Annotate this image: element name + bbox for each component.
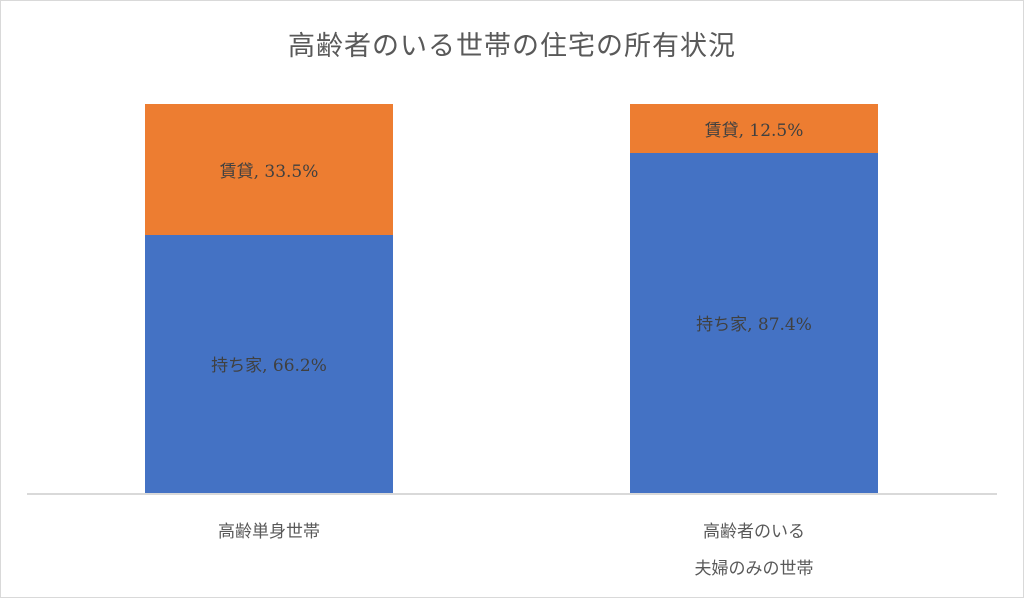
category-label-line: 夫婦のみの世帯 [694,559,814,579]
segment-rented: 賃貸, 12.5% [630,104,878,153]
data-label-rented: 賃貸, 33.5% [219,161,319,182]
data-label-rented: 賃貸, 12.5% [704,120,804,141]
segment-owned: 持ち家, 87.4% [630,152,878,493]
x-axis-line [27,493,997,495]
bar-elderly-couple: 賃貸, 12.5% 持ち家, 87.4% [630,104,878,493]
category-label-elderly-couple: 高齢者のいる 夫婦のみの世帯 [604,514,904,588]
data-label-owned: 持ち家, 87.4% [696,315,812,336]
data-label-owned: 持ち家, 66.2% [211,356,327,377]
category-label-line: 高齢者のいる [703,522,805,542]
category-label-single-elderly: 高齢単身世帯 [119,514,419,551]
bar-single-elderly: 賃貸, 33.5% 持ち家, 66.2% [145,104,393,493]
segment-owned: 持ち家, 66.2% [145,234,393,493]
category-label-line: 高齢単身世帯 [218,522,320,542]
segment-rented: 賃貸, 33.5% [145,104,393,235]
chart-title: 高齢者のいる世帯の住宅の所有状況 [288,31,736,62]
